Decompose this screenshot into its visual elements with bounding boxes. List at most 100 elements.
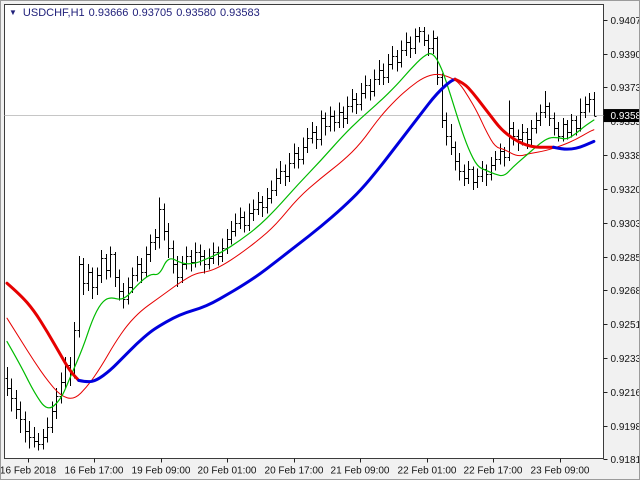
current-price-tag: 0.93583 bbox=[603, 109, 640, 123]
ohlc-bar bbox=[368, 79, 373, 101]
ohlc-bar bbox=[233, 213, 238, 237]
chevron-down-icon[interactable]: ▼ bbox=[9, 8, 17, 17]
ohlc-bar bbox=[332, 110, 337, 132]
ohlc-bar bbox=[36, 432, 41, 451]
ohlc-bar bbox=[283, 164, 288, 187]
ohlc-bar bbox=[139, 257, 144, 284]
ohlc-bar bbox=[552, 112, 557, 136]
ohlc-bar bbox=[287, 153, 292, 183]
time-axis-label: 23 Feb 09:00 bbox=[531, 466, 590, 477]
ohlc-bar bbox=[265, 188, 270, 214]
ohlc-bar bbox=[323, 112, 328, 136]
ohlc-low: 0.93580 bbox=[176, 7, 216, 19]
ohlc-bar bbox=[444, 112, 449, 146]
price-axis-label: 0.92160 bbox=[611, 388, 640, 399]
price-axis-label: 0.92855 bbox=[611, 253, 640, 264]
ohlc-bar bbox=[511, 121, 516, 146]
ohlc-bar bbox=[108, 246, 113, 278]
ohlc-bar bbox=[32, 427, 37, 448]
price-axis-label: 0.94075 bbox=[611, 16, 640, 27]
ohlc-bar bbox=[457, 153, 462, 181]
price-axis-label: 0.93730 bbox=[611, 83, 640, 94]
ohlc-bar bbox=[148, 234, 153, 262]
ohlc-bar bbox=[363, 75, 368, 99]
time-axis-label: 20 Feb 01:00 bbox=[198, 466, 257, 477]
time-axis-label: 22 Feb 01:00 bbox=[398, 466, 457, 477]
time-axis: 16 Feb 2018 16 Feb 17:00 19 Feb 09:00 20 Fe… bbox=[1, 458, 590, 477]
ohlc-bar bbox=[135, 256, 140, 282]
ohlc-bar bbox=[292, 143, 297, 169]
ohlc-bar bbox=[153, 228, 158, 251]
time-axis-label: 16 Feb 2018 bbox=[1, 466, 57, 477]
price-axis-label: 0.93900 bbox=[611, 50, 640, 61]
ma-slow-line-down bbox=[453, 77, 556, 149]
price-axis-label: 0.93555 bbox=[611, 117, 640, 128]
ohlc-bar bbox=[381, 63, 386, 86]
time-axis-label: 20 Feb 17:00 bbox=[265, 466, 324, 477]
ohlc-bar bbox=[269, 180, 274, 204]
ohlc-bar bbox=[207, 248, 212, 270]
ohlc-bar bbox=[587, 92, 592, 113]
ohlc-bars bbox=[5, 26, 597, 451]
ohlc-bar bbox=[310, 121, 315, 144]
ohlc-bar bbox=[251, 199, 256, 222]
ohlc-bar bbox=[413, 28, 418, 54]
ohlc-bar bbox=[242, 211, 247, 233]
ohlc-bar bbox=[99, 250, 104, 284]
ohlc-bar bbox=[301, 137, 306, 165]
ohlc-bar bbox=[296, 147, 301, 169]
ohlc-bar bbox=[314, 125, 319, 150]
ohlc-bar bbox=[90, 267, 95, 299]
ohlc-bar bbox=[534, 112, 539, 134]
ohlc-bar bbox=[399, 40, 404, 68]
ohlc-bar bbox=[578, 98, 583, 132]
ohlc-bar bbox=[256, 191, 261, 216]
ohlc-bar bbox=[104, 254, 109, 280]
ma-slow-line-up bbox=[552, 139, 596, 151]
current-price-tag-text: 0.93583 bbox=[611, 111, 640, 122]
price-axis-label: 0.93205 bbox=[611, 185, 640, 196]
ohlc-bar bbox=[23, 411, 28, 443]
ohlc-bar bbox=[440, 73, 445, 128]
ohlc-bar bbox=[529, 120, 534, 146]
ohlc-bar bbox=[5, 366, 10, 396]
time-axis-label: 22 Feb 17:00 bbox=[464, 466, 523, 477]
time-axis-label: 16 Feb 17:00 bbox=[65, 466, 124, 477]
ohlc-bar bbox=[77, 256, 82, 338]
ohlc-bar bbox=[126, 277, 131, 305]
ohlc-bar bbox=[569, 114, 574, 138]
chart-title[interactable]: ▼ USDCHF,H1 0.93666 0.93705 0.93580 0.93583 bbox=[9, 7, 264, 19]
ohlc-bar bbox=[354, 92, 359, 115]
plot-content bbox=[4, 26, 604, 451]
ohlc-bar bbox=[247, 203, 252, 231]
ohlc-bar bbox=[216, 246, 221, 266]
ohlc-bar bbox=[475, 168, 480, 189]
ohlc-bar bbox=[18, 401, 23, 433]
ohlc-bar bbox=[319, 110, 324, 146]
ohlc-bar bbox=[498, 143, 503, 165]
ohlc-bar bbox=[113, 252, 118, 288]
ohlc-bar bbox=[166, 223, 171, 258]
ohlc-bar bbox=[404, 32, 409, 56]
ohlc-bar bbox=[493, 151, 498, 171]
plot-area[interactable] bbox=[4, 4, 604, 459]
price-axis-label: 0.92685 bbox=[611, 286, 640, 297]
ohlc-bar bbox=[9, 378, 14, 412]
ohlc-bar bbox=[117, 269, 122, 301]
ohlc-bar bbox=[359, 83, 364, 111]
ohlc-bar bbox=[180, 256, 185, 284]
ohlc-high: 0.93705 bbox=[132, 7, 173, 19]
ohlc-bar bbox=[81, 257, 86, 295]
ohlc-bar bbox=[341, 106, 346, 128]
ohlc-bar bbox=[328, 106, 333, 132]
ohlc-bar bbox=[453, 141, 458, 171]
ohlc-bar bbox=[130, 267, 135, 293]
ohlc-bar bbox=[350, 88, 355, 113]
ohlc-bar bbox=[238, 207, 243, 229]
ohlc-bar bbox=[390, 46, 395, 70]
price-axis-label: 0.92335 bbox=[611, 354, 640, 365]
price-axis-label: 0.92510 bbox=[611, 320, 640, 331]
ohlc-bar bbox=[337, 102, 342, 128]
ohlc-bar bbox=[538, 104, 543, 126]
